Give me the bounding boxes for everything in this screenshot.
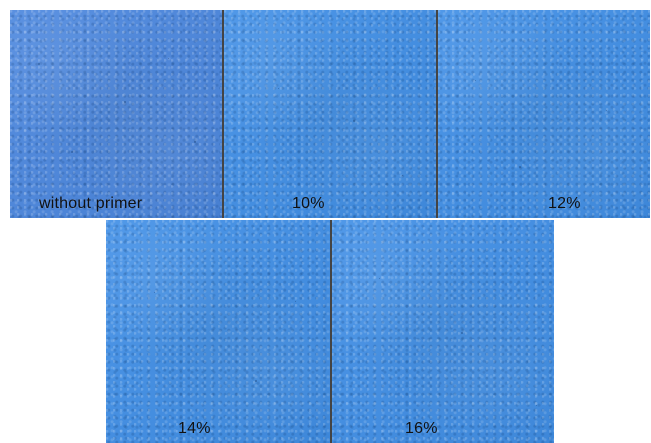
panel-label: 12%: [548, 195, 581, 212]
panel-16-percent: [332, 220, 554, 443]
panel-divider: [330, 220, 332, 443]
panel-12-percent: [438, 10, 650, 218]
texture-speck: [255, 380, 257, 382]
panel-label: 14%: [178, 420, 211, 437]
texture-speck: [295, 301, 296, 302]
texture-speck: [194, 141, 196, 143]
texture-speck: [278, 88, 279, 89]
texture-speck: [519, 166, 521, 168]
panel-divider: [436, 10, 438, 218]
texture-speck: [402, 175, 403, 176]
panel-divider: [222, 10, 224, 218]
panel-without-primer: [10, 10, 222, 218]
texture-speck: [379, 278, 380, 279]
texture-speck: [154, 292, 155, 293]
texture-speck: [475, 80, 476, 81]
texture-speck: [536, 405, 537, 406]
texture-speck: [353, 120, 355, 122]
texture-speck: [168, 58, 169, 59]
panel-label: 16%: [405, 420, 438, 437]
texture-speck: [606, 110, 607, 111]
texture-speck: [71, 151, 73, 153]
panel-10-percent: [224, 10, 436, 218]
panel-14-percent: [106, 220, 330, 443]
texture-speck: [38, 63, 40, 65]
panel-label: without primer: [39, 195, 143, 212]
texture-speck: [124, 101, 126, 103]
texture-speck: [461, 332, 463, 334]
panel-label: 10%: [292, 195, 325, 212]
